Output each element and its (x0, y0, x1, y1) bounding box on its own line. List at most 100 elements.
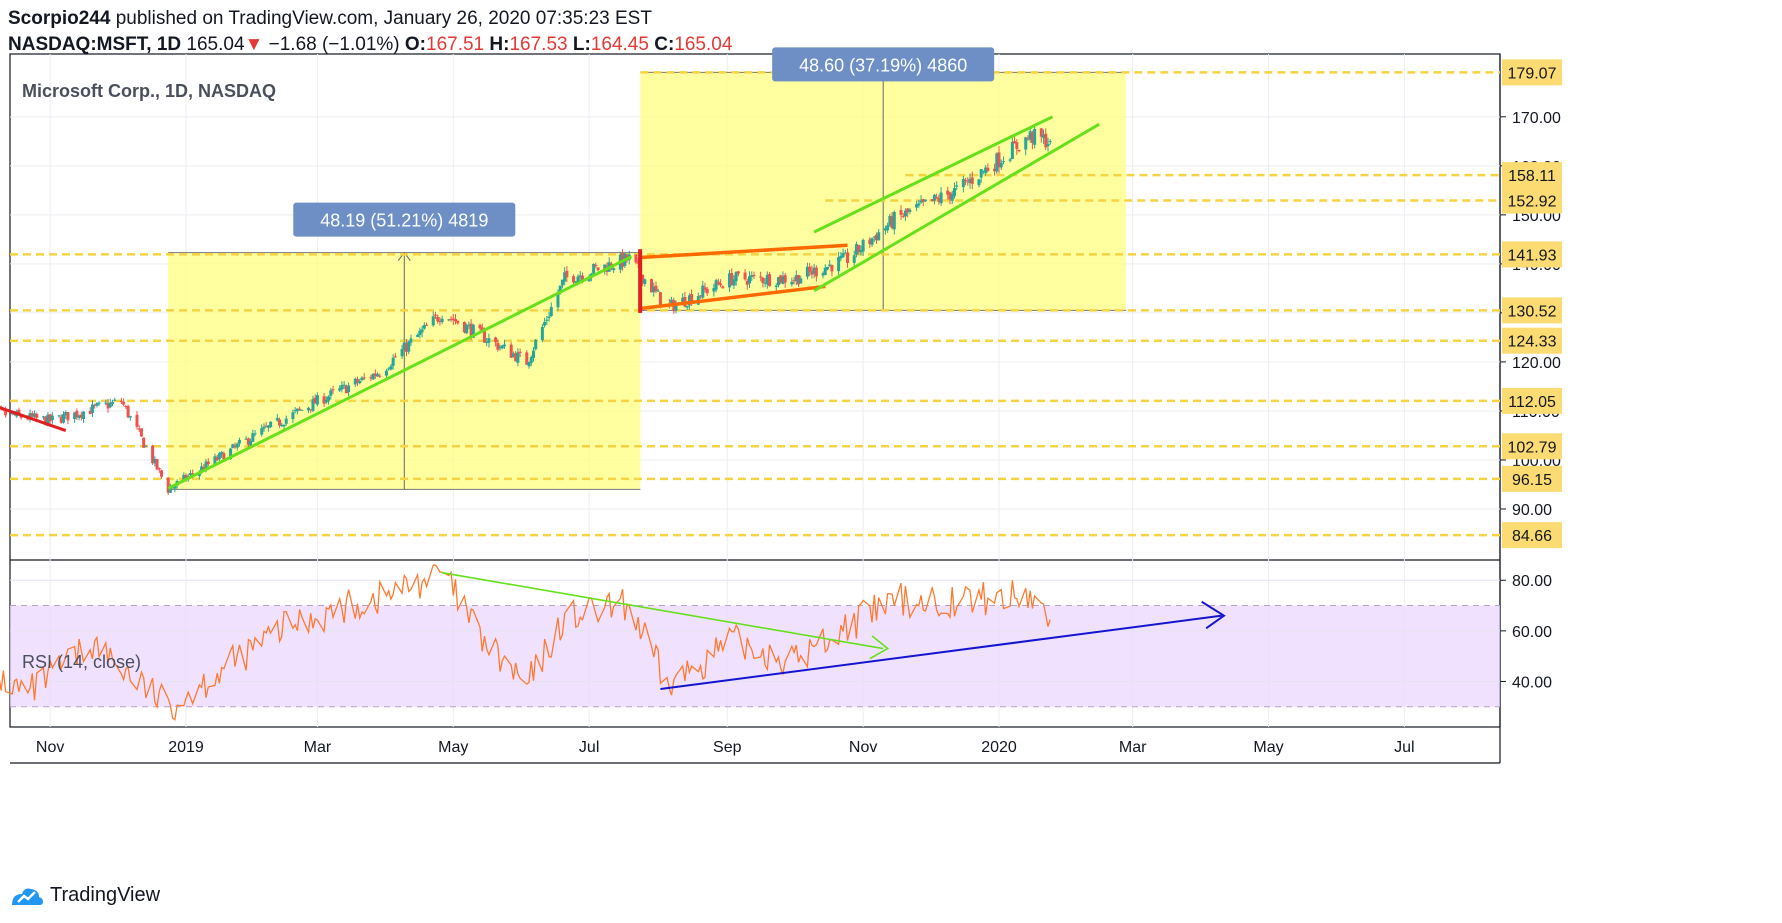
candle-body (309, 409, 313, 411)
candle-body (888, 215, 892, 226)
candle-body (171, 487, 175, 489)
candle-body (4, 410, 8, 416)
rsi-tick-label: 40.00 (1512, 674, 1552, 691)
candle-body (906, 208, 910, 213)
candle-body (1042, 134, 1046, 138)
publisher-name[interactable]: Scorpio244 (8, 8, 111, 29)
candle-body (220, 452, 224, 455)
candle-body (344, 385, 348, 394)
candle-body (650, 279, 654, 293)
candle-body (730, 273, 734, 285)
candle-body (188, 473, 192, 476)
candle-body (88, 410, 92, 415)
candle-body (159, 470, 163, 477)
candle-body (213, 456, 217, 465)
candle-body (531, 350, 535, 359)
candle-body (846, 252, 850, 264)
candle-body (580, 275, 584, 280)
candle-body (776, 277, 780, 286)
candle-body (540, 326, 544, 341)
candle-body (235, 443, 239, 448)
candle-body (721, 286, 725, 289)
low-label: L: (572, 34, 591, 55)
candle-body (915, 204, 919, 208)
publish-info: Scorpio244 published on TradingView.com,… (8, 8, 652, 30)
open-value: 167.51 (426, 34, 485, 55)
candle-body (251, 433, 255, 442)
candle-body (518, 351, 522, 353)
candle-body (812, 267, 816, 274)
tradingview-brand[interactable]: TradingView (10, 884, 160, 907)
candle-body (843, 252, 847, 254)
level-badge-label: 141.93 (1508, 247, 1557, 264)
candle-body (503, 344, 507, 347)
candle-body (955, 185, 959, 187)
candle-body (511, 353, 515, 357)
candle-body (246, 438, 250, 445)
candle-body (108, 402, 112, 408)
price-change: −1.68 (−1.01%) (268, 34, 400, 55)
candle-body (50, 415, 54, 421)
support-resistance-levels (10, 71, 1500, 537)
candle-body (471, 324, 475, 338)
candle-body (295, 408, 299, 412)
candle-body (280, 424, 284, 427)
candle-body (839, 256, 843, 259)
candle-body (547, 316, 551, 319)
highlight-zones (168, 71, 1126, 490)
candle-body (438, 321, 442, 323)
candle-body (431, 316, 435, 326)
candle-body (191, 473, 195, 475)
candle-body (527, 361, 531, 367)
candle-body (200, 466, 204, 471)
candle-body (329, 390, 333, 396)
candle-body (830, 264, 834, 272)
candle-body (291, 412, 295, 420)
candle-body (1046, 143, 1050, 147)
rsi-trend-arrowhead (1201, 600, 1226, 630)
candle-body (979, 169, 983, 178)
rsi-band (10, 605, 1500, 707)
candle-body (168, 487, 172, 493)
candle-body (999, 163, 1003, 168)
last-price: 165.04 (186, 34, 245, 55)
candle-body (727, 273, 731, 288)
candle-body (752, 275, 756, 277)
level-badge-label: 102.79 (1508, 439, 1557, 456)
candle-body (799, 278, 803, 284)
candle-body (950, 194, 954, 201)
open-label: O: (404, 34, 426, 55)
candle-body (322, 396, 326, 404)
candle-body (797, 275, 801, 285)
candle-body (952, 187, 956, 197)
candle-body (454, 319, 458, 322)
candle-body (654, 285, 658, 292)
candle-body (33, 413, 37, 417)
x-tick-label: 2020 (981, 739, 1017, 756)
candle-body (1039, 128, 1043, 137)
candle-body (449, 318, 453, 320)
candle-body (790, 281, 794, 285)
candle-body (578, 275, 582, 277)
level-badge (1502, 187, 1562, 214)
tradingview-logo-icon (12, 888, 43, 905)
x-tick-label: Mar (1119, 739, 1147, 756)
candle-body (440, 318, 444, 323)
symbol-label[interactable]: NASDAQ:MSFT, 1D (8, 34, 182, 55)
level-badge-label: 179.07 (1508, 65, 1557, 82)
candle-body (135, 414, 139, 427)
candle-body (124, 406, 128, 408)
candle-body (269, 421, 273, 427)
candle-body (467, 324, 471, 326)
candle-body (137, 428, 141, 430)
candle-body (249, 441, 253, 446)
candle-body (886, 225, 890, 231)
candle-body (275, 418, 279, 421)
candle-body (313, 397, 317, 404)
candle-body (262, 426, 266, 429)
candle-body (282, 424, 286, 427)
level-badge-label: 112.05 (1508, 394, 1556, 411)
candle-body (409, 338, 413, 343)
candle-body (462, 321, 466, 333)
